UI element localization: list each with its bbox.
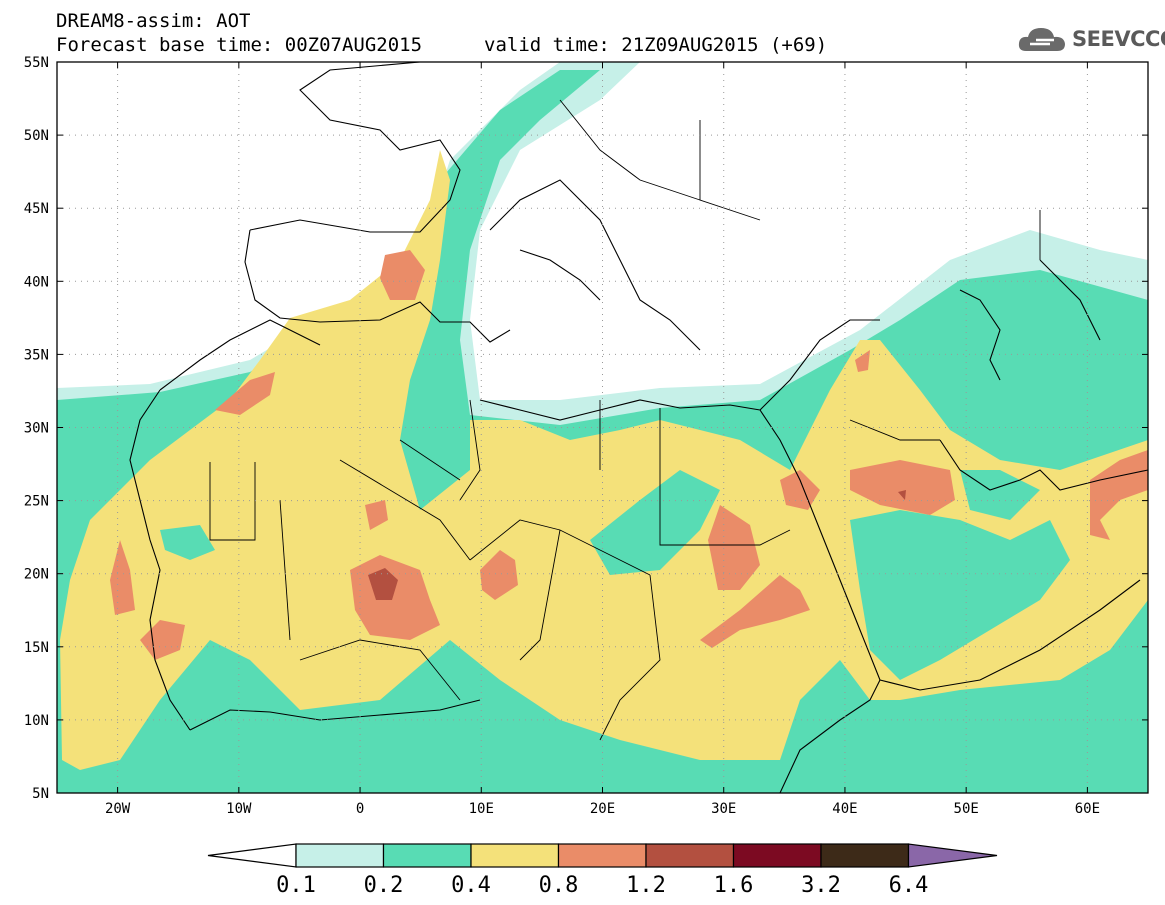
lat-label: 20N (24, 567, 49, 583)
lon-label: 10E (469, 801, 494, 817)
colorbar-labels: 0.1 0.2 0.4 0.8 1.2 1.6 3.2 6.4 (276, 873, 928, 898)
lat-label: 10N (24, 713, 49, 729)
map-title: DREAM8-assim: AOT (56, 10, 251, 32)
lon-label: 20W (105, 801, 131, 817)
axis-ticks (57, 61, 1148, 794)
lat-label: 5N (32, 786, 49, 802)
latitude-labels: 55N 50N 45N 40N 35N 30N 25N 20N 15N 10N 5N (24, 55, 49, 802)
colorbar-segment (295, 843, 385, 868)
colorbar-segment (645, 843, 735, 868)
lon-label: 50E (954, 801, 979, 817)
colorbar-segment (557, 843, 647, 868)
lat-label: 40N (24, 274, 49, 290)
colorbar-label: 1.6 (714, 873, 754, 898)
lon-label: 40E (832, 801, 857, 817)
valid-time: valid time: 21Z09AUG2015 (+69) (484, 34, 828, 56)
colorbar-segment (470, 843, 560, 868)
coastlines (129, 62, 1148, 793)
lon-label: 60E (1075, 801, 1100, 817)
cloud-icon (1018, 28, 1065, 51)
seevccc-logo: SEEVCCC (1016, 24, 1165, 54)
colorbar-segment (732, 843, 822, 868)
colorbar-label: 0.2 (364, 873, 404, 898)
lat-label: 45N (24, 201, 49, 217)
lon-label: 0 (356, 801, 364, 817)
forecast-base-time: Forecast base time: 00Z07AUG2015 (56, 34, 423, 56)
aot-field (57, 62, 1148, 793)
colorbar-segment (820, 843, 910, 868)
aot-contour-0.2-interior (160, 470, 1070, 680)
colorbar-label: 3.2 (801, 873, 841, 898)
longitude-labels: 20W 10W 0 10E 20E 30E 40E 50E 60E (105, 801, 1100, 817)
colorbar-label: 0.4 (451, 873, 491, 898)
colorbar-label: 1.2 (626, 873, 666, 898)
lon-label: 20E (590, 801, 615, 817)
logo-text: SEEVCCC (1072, 27, 1165, 51)
colorbar-label: 0.1 (276, 873, 316, 898)
lon-label: 10W (226, 801, 252, 817)
lon-label: 30E (711, 801, 736, 817)
colorbar-label: 0.8 (539, 873, 579, 898)
colorbar-label: 6.4 (889, 873, 929, 898)
lat-label: 35N (24, 347, 49, 363)
lat-label: 30N (24, 421, 49, 437)
colorbar-under-arrow (207, 843, 297, 868)
lat-label: 25N (24, 494, 49, 510)
lat-label: 55N (24, 55, 49, 71)
lat-label: 15N (24, 640, 49, 656)
colorbar-segment (382, 843, 472, 868)
borders (209, 99, 1041, 741)
colorbar-over-arrow (907, 843, 998, 868)
lat-label: 50N (24, 128, 49, 144)
colorbar (207, 843, 998, 868)
